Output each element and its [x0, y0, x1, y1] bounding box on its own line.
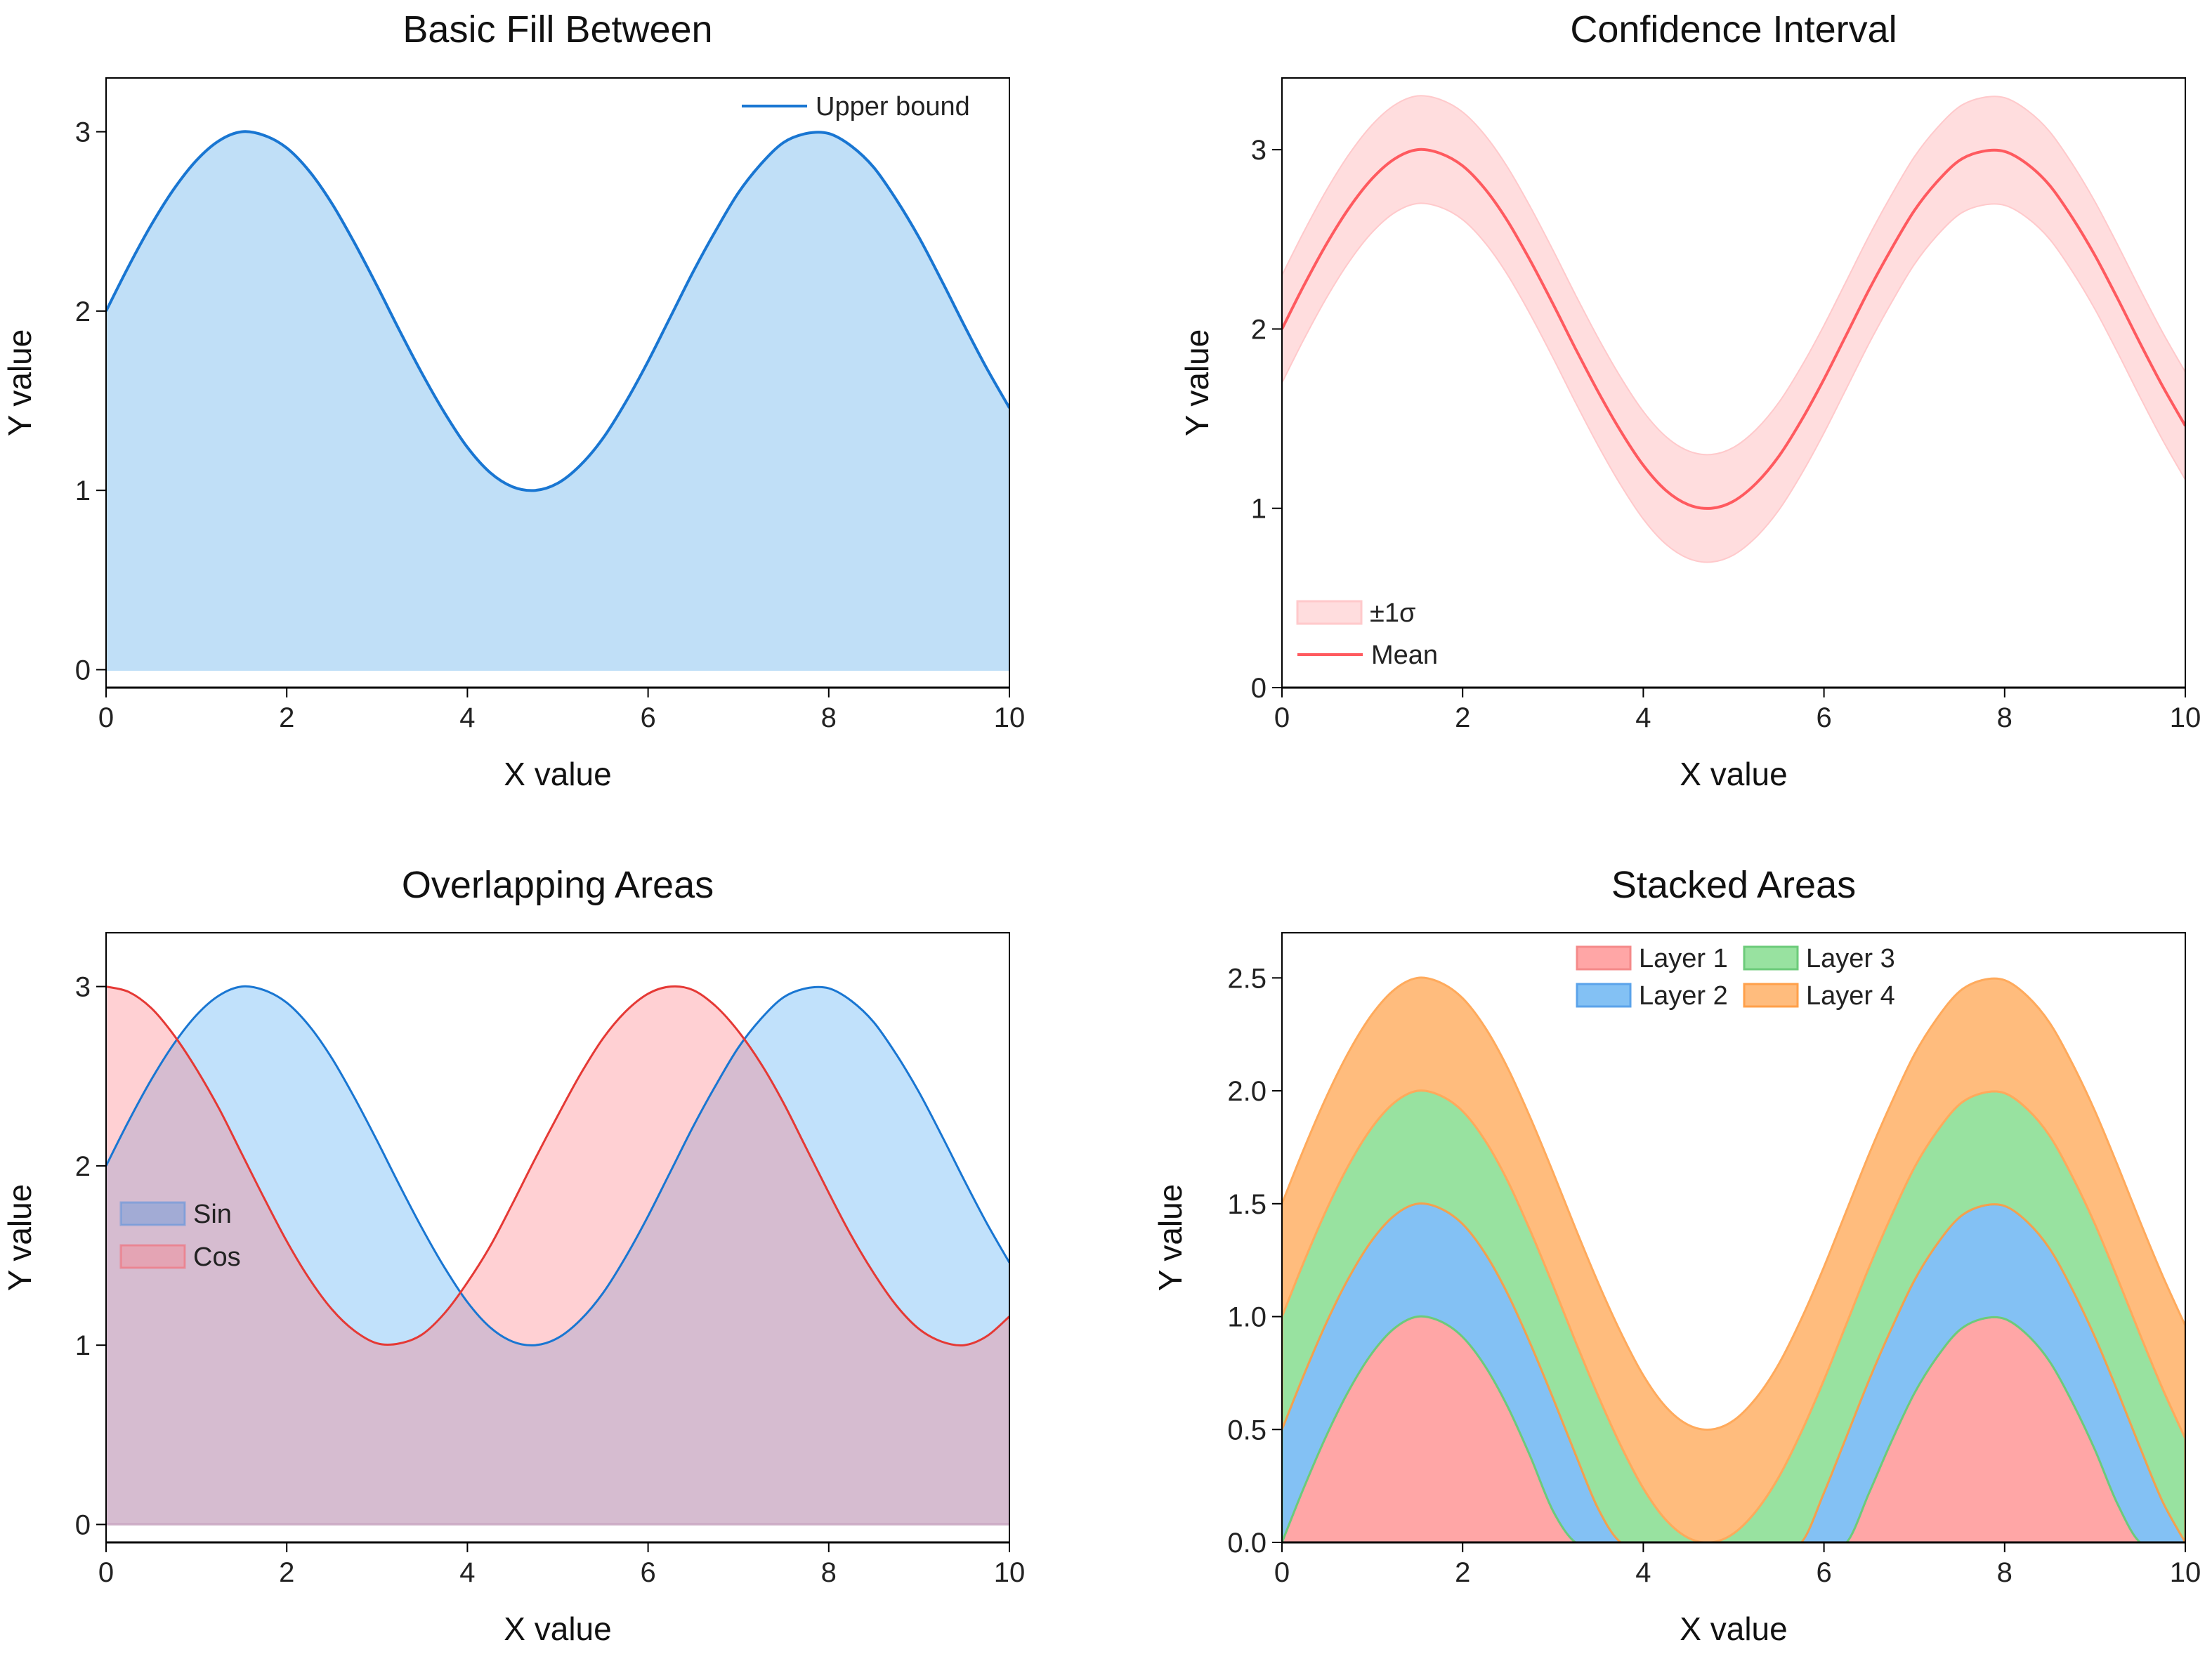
plot-area: [106, 130, 1009, 671]
x-tick-label: 2: [1455, 1557, 1470, 1588]
chart-title: Overlapping Areas: [402, 864, 714, 906]
y-tick-label: 1: [75, 476, 91, 506]
y-tick-label: 0: [75, 1509, 91, 1540]
y-tick-label: 1.5: [1227, 1189, 1267, 1220]
y-tick-label: 1.0: [1227, 1302, 1267, 1333]
x-tick-label: 10: [2170, 1557, 2201, 1588]
x-tick-label: 4: [1635, 1557, 1651, 1588]
mean-line: [1282, 147, 2185, 510]
legend-label: Layer 4: [1806, 981, 1895, 1011]
subplot-stacked: 0 2 4 6 8 10 0.0 0.5 1.0 1.5 2.0 2.5 Stacked Areas X …: [1152, 864, 2201, 1647]
subplot-ci: 0 2 4 6 8 10 0 1 2 3 Confidence Interval X value Y v…: [1179, 8, 2201, 792]
area-fill-cos: [106, 986, 1009, 1525]
plot-area: [1282, 95, 2185, 563]
x-axis-label: X value: [504, 756, 611, 792]
y-axis-label: Y value: [1, 329, 38, 437]
series-line-upper-bound: [106, 130, 1009, 492]
legend-label: Cos: [193, 1242, 241, 1272]
y-tick-label: 2.0: [1227, 1076, 1267, 1107]
y-tick-label: 3: [1251, 135, 1267, 166]
x-tick-label: 0: [98, 702, 114, 733]
x-tick-label: 4: [1635, 702, 1651, 733]
chart-title: Confidence Interval: [1570, 8, 1897, 51]
y-tick-label: 0.0: [1227, 1528, 1267, 1559]
legend-patch-swatch: [1576, 945, 1632, 971]
legend-label: Layer 1: [1639, 944, 1728, 973]
legend-patch-swatch: [119, 1201, 186, 1226]
x-axis-label: X value: [1680, 756, 1787, 792]
x-tick-label: 2: [279, 1557, 294, 1588]
x-axis-label: X value: [1680, 1611, 1787, 1647]
x-tick-label: 10: [994, 702, 1026, 733]
x-tick-label: 6: [640, 702, 655, 733]
x-tick-label: 0: [1274, 702, 1290, 733]
legend-label: Layer 3: [1806, 944, 1895, 973]
legend-patch-swatch: [1743, 945, 1799, 971]
x-tick-label: 2: [279, 702, 294, 733]
subplot-overlap: 0 2 4 6 8 10 0 1 2 3 Overlapping Areas X value Y val…: [1, 864, 1025, 1647]
y-tick-label: 2: [75, 1151, 91, 1182]
x-tick-label: 0: [1274, 1557, 1290, 1588]
y-tick-label: 3: [75, 972, 91, 1003]
legend-label: Sin: [193, 1200, 232, 1229]
x-tick-label: 8: [821, 702, 837, 733]
y-axis-label: Y value: [1179, 329, 1215, 437]
y-tick-label: 1: [75, 1330, 91, 1361]
x-tick-label: 8: [821, 1557, 837, 1588]
x-tick-label: 10: [994, 1557, 1026, 1588]
legend: Sin Cos: [119, 1200, 241, 1272]
y-tick-label: 0: [75, 655, 91, 686]
plot-area: [1282, 976, 2185, 1542]
x-tick-label: 2: [1455, 702, 1470, 733]
x-tick-label: 0: [98, 1557, 114, 1588]
x-tick-label: 6: [1816, 1557, 1831, 1588]
series-line-sin: [106, 985, 1009, 1346]
chart-title: Basic Fill Between: [403, 8, 712, 51]
legend-label: ±1σ: [1370, 598, 1415, 628]
x-tick-label: 8: [1997, 702, 2013, 733]
legend-label: Mean: [1371, 641, 1438, 670]
x-axis-label: X value: [504, 1611, 611, 1647]
x-tick-label: 6: [640, 1557, 655, 1588]
y-tick-label: 2.5: [1227, 963, 1267, 994]
legend-patch-swatch: [1576, 983, 1632, 1008]
y-tick-label: 0: [1251, 673, 1267, 704]
x-tick-label: 8: [1997, 1557, 2013, 1588]
area-fill-upper-bound: [106, 131, 1009, 670]
legend-label: Layer 2: [1639, 981, 1728, 1011]
plot-area: [106, 985, 1009, 1526]
x-tick-label: 4: [459, 1557, 475, 1588]
legend: Upper bound: [742, 92, 970, 122]
legend-patch-swatch: [1743, 983, 1799, 1008]
x-tick-label: 4: [459, 702, 475, 733]
y-tick-label: 2: [75, 296, 91, 327]
y-tick-label: 0.5: [1227, 1415, 1267, 1445]
stacked-layer-4: [1282, 976, 2185, 1542]
y-tick-label: 3: [75, 117, 91, 148]
y-tick-label: 1: [1251, 494, 1267, 525]
y-axis-label: Y value: [1152, 1184, 1189, 1292]
legend-patch-swatch: [1296, 600, 1363, 625]
y-tick-label: 2: [1251, 314, 1267, 345]
area-fill-sin: [106, 986, 1009, 1525]
series-line-cos: [106, 985, 1009, 1347]
legend: ±1σ Mean: [1296, 598, 1438, 670]
legend: Layer 1 Layer 2 Layer 3 Layer 4: [1576, 944, 1895, 1011]
legend-label: Upper bound: [816, 92, 970, 122]
legend-patch-swatch: [119, 1244, 186, 1269]
x-tick-label: 6: [1816, 702, 1831, 733]
y-axis-label: Y value: [1, 1184, 38, 1292]
confidence-band: [1282, 95, 2185, 563]
subplot-basic: 0 2 4 6 8 10 0 1 2 3 Basic Fill Between X value Y va…: [1, 8, 1025, 792]
chart-title: Stacked Areas: [1611, 864, 1856, 906]
x-tick-label: 10: [2170, 702, 2201, 733]
